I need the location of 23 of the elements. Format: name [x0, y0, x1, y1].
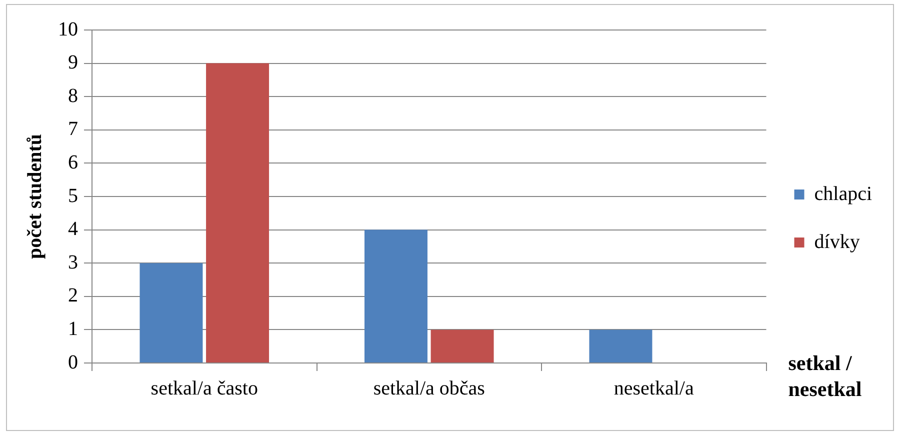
- x-tick-label: setkal/a často: [150, 377, 258, 400]
- y-axis-title: počet studentů: [24, 134, 46, 260]
- x-tick-label: nesetkal/a: [614, 377, 694, 400]
- y-tick-label: 5: [68, 184, 78, 207]
- y-tick-label: 10: [58, 18, 78, 40]
- y-tick-label: 2: [68, 284, 78, 307]
- y-tick-label: 7: [68, 118, 78, 140]
- bar: [430, 330, 494, 362]
- legend-label: chlapci: [814, 182, 872, 205]
- y-tick-label: 8: [68, 84, 78, 107]
- y-tick-label: 4: [68, 218, 78, 240]
- bar: [364, 230, 428, 362]
- y-tick-label: 0: [68, 351, 78, 374]
- y-tick-label: 3: [68, 251, 78, 274]
- bar: [589, 330, 652, 362]
- bar: [140, 263, 203, 362]
- y-tick-label: 1: [68, 318, 78, 340]
- bar: [206, 63, 270, 362]
- x-tick-label: setkal/a občas: [373, 377, 486, 400]
- y-tick-label: 9: [68, 52, 78, 74]
- y-tick-label: 6: [68, 151, 78, 174]
- x-axis-title: setkal / nesetkal: [788, 351, 862, 401]
- legend-label: dívky: [814, 230, 860, 253]
